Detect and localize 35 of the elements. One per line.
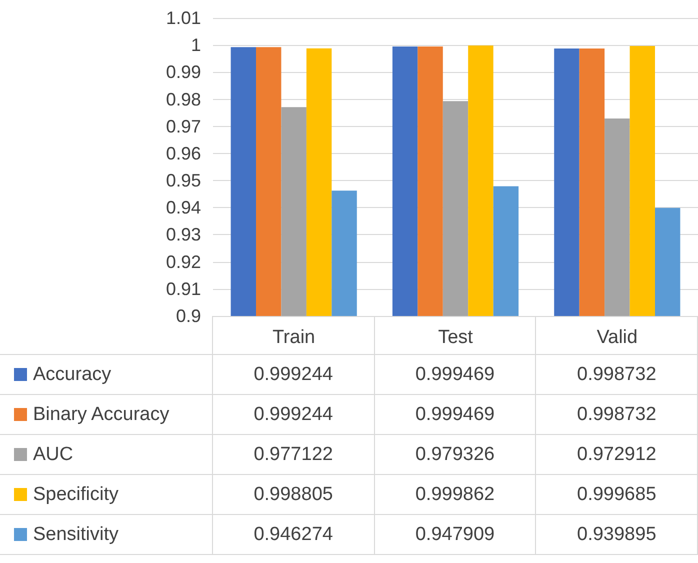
legend-label: AUC (0, 434, 212, 474)
y-tick-label: 0.9 (176, 306, 201, 326)
legend-label: Sensitivity (0, 514, 212, 554)
data-label: 0.946274 (212, 514, 374, 554)
y-tick-label: 1 (190, 35, 201, 56)
legend-label: Accuracy (0, 354, 212, 394)
x-tick-label: Train (272, 327, 316, 348)
y-tick-label: 0.96 (166, 143, 201, 164)
data-label: 0.999862 (374, 474, 536, 514)
y-tick-label: 0.92 (166, 252, 201, 272)
data-label: 0.977122 (212, 434, 374, 474)
data-label: 0.947909 (374, 514, 536, 554)
data-label: 0.972912 (536, 434, 698, 474)
y-tick-label: 0.95 (166, 170, 201, 191)
y-tick-label: 0.93 (166, 224, 201, 245)
data-label: 0.999469 (374, 394, 536, 434)
y-tick-label: 0.97 (166, 116, 201, 136)
data-label: 0.998732 (536, 354, 698, 394)
y-tick-label: 0.98 (166, 89, 201, 110)
data-label: 0.999244 (212, 354, 374, 394)
data-label: 0.998732 (536, 394, 698, 434)
x-tick-label: Test (438, 327, 474, 348)
data-label: 0.999244 (212, 394, 374, 434)
data-label: 0.999469 (374, 354, 536, 394)
legend-label: Binary Accuracy (0, 394, 212, 434)
data-label: 0.979326 (374, 434, 536, 474)
y-tick-label: 0.99 (166, 62, 201, 82)
x-tick-label: Valid (596, 327, 638, 348)
legend-label: Specificity (0, 474, 212, 514)
y-tick-label: 0.94 (166, 198, 201, 218)
data-label: 0.939895 (536, 514, 698, 554)
data-label: 0.998805 (212, 474, 374, 514)
y-tick-label: 0.91 (166, 278, 201, 299)
data-label: 0.999685 (536, 474, 698, 514)
y-tick-label: 1.01 (166, 8, 201, 28)
